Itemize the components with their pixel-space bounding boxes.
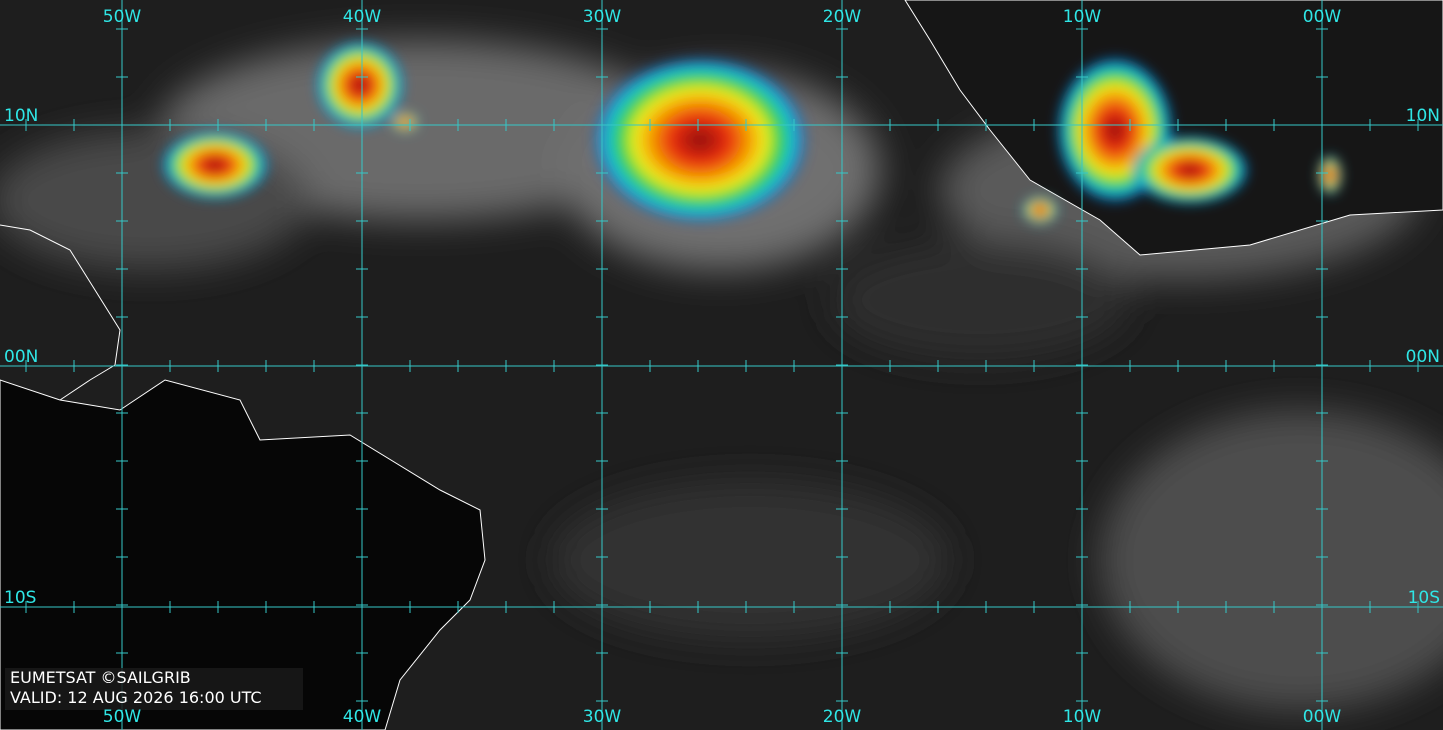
longitude-label: 40W [343, 707, 382, 727]
longitude-label: 10W [1063, 707, 1102, 727]
credit: EUMETSAT ©SAILGRIB [10, 668, 191, 687]
longitude-label: 00W [1303, 707, 1342, 727]
latitude-label: 10N [4, 106, 38, 126]
longitude-label: 50W [103, 707, 142, 727]
latitude-label: 00N [1406, 347, 1440, 367]
south-america [0, 379, 486, 730]
longitude-label: 00W [1303, 7, 1342, 27]
convection [160, 40, 1342, 225]
caption-box [5, 668, 303, 710]
coastline [0, 224, 121, 401]
latitude-label: 00N [4, 347, 38, 367]
longitude-label: 50W [103, 7, 142, 27]
longitude-label: 10W [1063, 7, 1102, 27]
latitude-label: 10S [1408, 588, 1440, 608]
longitude-label: 40W [343, 7, 382, 27]
latitude-label: 10N [1406, 106, 1440, 126]
valid-time: VALID: 12 AUG 2026 16:00 UTC [10, 688, 262, 707]
longitude-label: 20W [823, 7, 862, 27]
longitude-label: 30W [583, 707, 622, 727]
latitude-label: 10S [4, 588, 36, 608]
longitude-label: 30W [583, 7, 622, 27]
longitude-label: 20W [823, 707, 862, 727]
